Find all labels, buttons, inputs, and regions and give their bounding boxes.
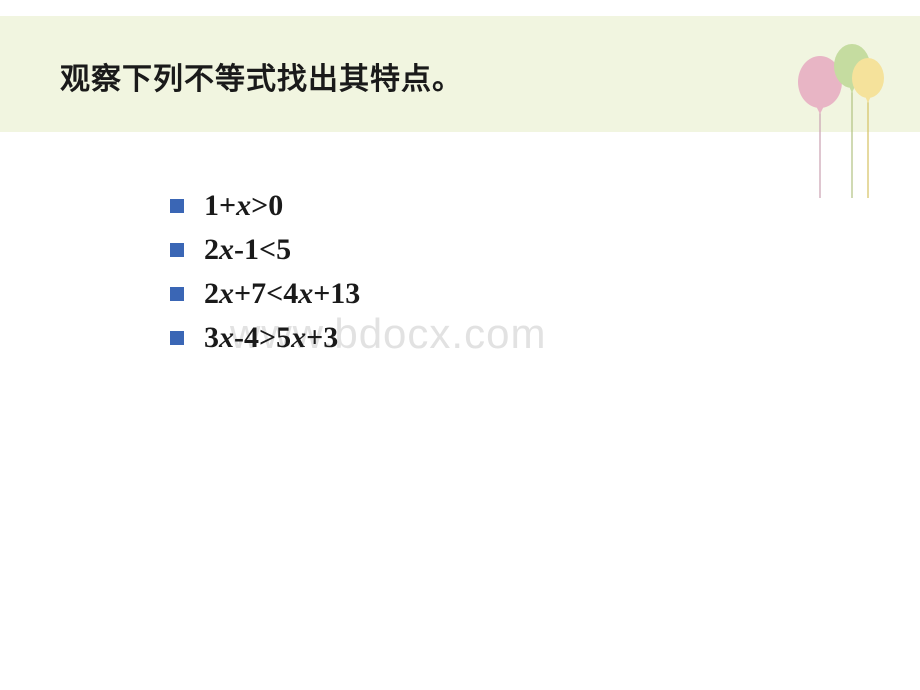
list-item: 2x+7<4x+13 [170, 273, 360, 315]
expression: 2x+7<4x+13 [204, 277, 360, 311]
list-item: 3x-4>5x+3 [170, 317, 360, 359]
expression: 1+x>0 [204, 189, 283, 223]
expression: 3x-4>5x+3 [204, 321, 338, 355]
header-band: 观察下列不等式找出其特点。 [0, 16, 920, 132]
bullet-icon [170, 331, 184, 345]
bullet-icon [170, 199, 184, 213]
list-item: 1+x>0 [170, 185, 360, 227]
inequality-list: 1+x>0 2x-1<5 2x+7<4x+13 3x-4>5x+3 [170, 185, 360, 361]
bullet-icon [170, 287, 184, 301]
list-item: 2x-1<5 [170, 229, 360, 271]
page-title: 观察下列不等式找出其特点。 [60, 54, 920, 98]
expression: 2x-1<5 [204, 233, 291, 267]
bullet-icon [170, 243, 184, 257]
